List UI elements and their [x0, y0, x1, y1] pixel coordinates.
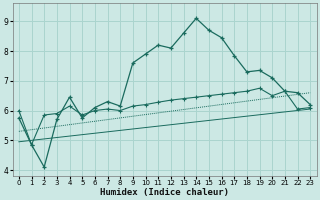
- X-axis label: Humidex (Indice chaleur): Humidex (Indice chaleur): [100, 188, 229, 197]
